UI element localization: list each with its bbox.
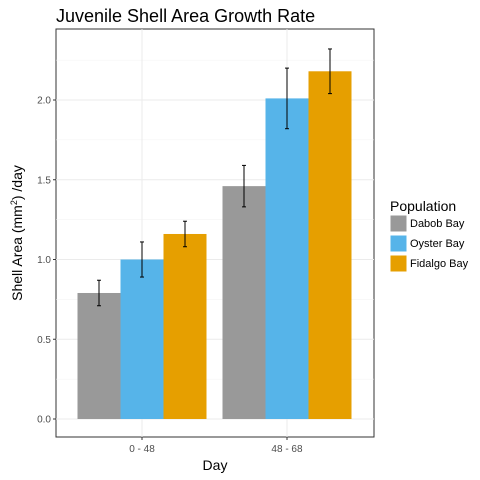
y-axis-title-tail: ) /day	[9, 165, 25, 200]
bars	[77, 71, 352, 419]
x-axis-ticks: 0 - 48 48 - 68	[129, 437, 303, 455]
bar	[77, 292, 121, 419]
bar	[120, 259, 164, 419]
bar	[308, 71, 352, 419]
y-tick-label: 2.0	[37, 96, 51, 107]
bar	[222, 186, 266, 419]
legend: Population Dabob Bay Oyster Bay Fidalgo Ba…	[389, 198, 469, 273]
y-tick-label: 0.0	[37, 415, 51, 426]
bar	[265, 98, 309, 419]
error-bars	[97, 48, 332, 307]
legend-title: Population	[390, 198, 456, 214]
legend-items: Dabob Bay Oyster Bay Fidalgo Bay	[389, 214, 469, 273]
y-tick-label: 1.0	[37, 255, 51, 266]
legend-label: Oyster Bay	[410, 238, 465, 250]
legend-key	[389, 254, 408, 273]
y-axis-title-sup: 2	[9, 200, 19, 205]
x-axis-title: Day	[203, 457, 228, 473]
legend-key	[389, 214, 408, 233]
y-axis-ticks: 0.0 0.5 1.0 1.5 2.0	[37, 96, 56, 426]
x-tick-label: 48 - 68	[271, 444, 303, 455]
x-tick-label: 0 - 48	[129, 444, 155, 455]
legend-key	[389, 234, 408, 253]
bar	[163, 233, 207, 419]
legend-label: Dabob Bay	[410, 218, 465, 230]
y-axis-title-main: Shell Area (mm	[9, 205, 25, 301]
y-tick-label: 1.5	[37, 175, 51, 186]
y-axis-title: Shell Area (mm2) /day	[9, 165, 25, 301]
legend-label: Fidalgo Bay	[410, 258, 469, 270]
y-tick-label: 0.5	[37, 335, 51, 346]
chart-title: Juvenile Shell Area Growth Rate	[56, 6, 315, 26]
